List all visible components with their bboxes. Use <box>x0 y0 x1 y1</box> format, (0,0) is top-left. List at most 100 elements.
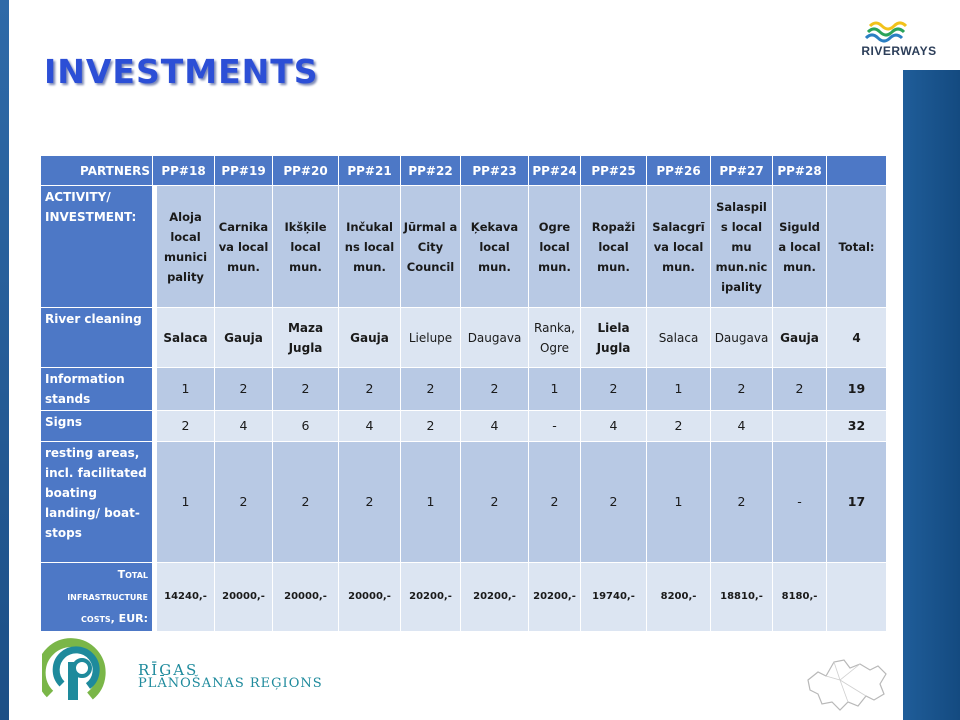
signs-cell: 4 <box>580 410 647 442</box>
info-cell: 2 <box>338 367 401 411</box>
river-cleaning-row: River cleaning Salaca Gauja Maza Jugla G… <box>40 307 887 368</box>
cost-cell: 20200,- <box>528 562 581 632</box>
rest-cell: 2 <box>528 441 581 563</box>
river-cell: Gauja <box>338 307 401 368</box>
signs-row: Signs 2 4 6 4 2 4 - 4 2 4 32 <box>40 410 887 442</box>
page-title: INVESTMENTS <box>44 52 319 91</box>
partner-header-cell: PP#28 <box>772 155 827 186</box>
signs-total-cell: 32 <box>826 410 887 442</box>
total-costs-row: Total infrastructure costs, EUR: 14240,-… <box>40 562 887 632</box>
signs-cell: 6 <box>272 410 339 442</box>
info-cell: 1 <box>646 367 711 411</box>
resting-areas-label: resting areas, incl. facilitated boating… <box>40 441 153 563</box>
river-cell: Ranka, Ogre <box>528 307 581 368</box>
river-cell: Daugava <box>460 307 529 368</box>
cost-cell: 20000,- <box>272 562 339 632</box>
rest-cell: 2 <box>338 441 401 563</box>
river-cell: Daugava <box>710 307 773 368</box>
signs-cell: 2 <box>156 410 215 442</box>
total-label-cell: Total: <box>826 185 887 308</box>
river-cleaning-label: River cleaning <box>40 307 153 368</box>
rpr-logo-icon <box>36 638 106 700</box>
partner-header-cell: PP#19 <box>214 155 273 186</box>
rest-cell: 2 <box>272 441 339 563</box>
info-cell: 2 <box>400 367 461 411</box>
riverways-logo-text: RIVERWAYS <box>861 44 937 58</box>
riverways-wave-icon <box>864 21 908 43</box>
activity-cell: Ķekava local mun. <box>460 185 529 308</box>
info-cell: 2 <box>272 367 339 411</box>
partner-header-cell: PP#20 <box>272 155 339 186</box>
river-cell: Gauja <box>772 307 827 368</box>
activity-cell: Ropaži local mun. <box>580 185 647 308</box>
activity-cell: Ikšķile local mun. <box>272 185 339 308</box>
cost-cell: 20000,- <box>338 562 401 632</box>
river-cell: Gauja <box>214 307 273 368</box>
right-accent-bar <box>903 70 960 720</box>
river-cell: Salaca <box>646 307 711 368</box>
info-cell: 2 <box>460 367 529 411</box>
activity-cell: Siguld a local mun. <box>772 185 827 308</box>
rest-cell: 1 <box>156 441 215 563</box>
partner-header-cell: PP#22 <box>400 155 461 186</box>
cost-cell: 14240,- <box>156 562 215 632</box>
cost-cell: 20000,- <box>214 562 273 632</box>
total-costs-label-suffix: , EUR: <box>110 612 148 625</box>
info-stands-row: Information stands 1 2 2 2 2 2 1 2 1 2 2… <box>40 367 887 411</box>
activity-cell: Salaspil s local mu mun.nic ipality <box>710 185 773 308</box>
partner-header-cell: PP#24 <box>528 155 581 186</box>
left-accent-bar <box>0 0 9 720</box>
info-cell: 2 <box>214 367 273 411</box>
cost-total-cell <box>826 562 887 632</box>
signs-cell: 4 <box>338 410 401 442</box>
signs-cell <box>772 410 827 442</box>
rest-cell: 2 <box>214 441 273 563</box>
river-cell: Liela Jugla <box>580 307 647 368</box>
total-costs-label-main: Total infrastructure costs <box>67 568 148 625</box>
rpr-logo-line1: RĪGAS <box>138 661 199 679</box>
river-total-cell: 4 <box>826 307 887 368</box>
activity-cell: Aloja local munici pality <box>156 185 215 308</box>
activity-cell: Ogre local mun. <box>528 185 581 308</box>
activity-cell: Carnika va local mun. <box>214 185 273 308</box>
partner-header-cell: PP#21 <box>338 155 401 186</box>
riverways-logo: RIVERWAYS <box>858 14 940 62</box>
partner-header-cell: PP#26 <box>646 155 711 186</box>
activity-cell: Inčukal ns local mun. <box>338 185 401 308</box>
partner-header-cell: PP#25 <box>580 155 647 186</box>
cost-cell: 18810,- <box>710 562 773 632</box>
river-cell: Salaca <box>156 307 215 368</box>
partner-header-cell: PP#23 <box>460 155 529 186</box>
region-map-outline-icon <box>807 659 887 711</box>
river-cell: Lielupe <box>400 307 461 368</box>
partner-header-cell: PP#18 <box>152 155 215 186</box>
signs-label: Signs <box>40 410 153 442</box>
info-cell: 2 <box>772 367 827 411</box>
signs-cell: 2 <box>646 410 711 442</box>
total-header-cell <box>826 155 887 186</box>
signs-cell: 4 <box>460 410 529 442</box>
rest-cell: 1 <box>646 441 711 563</box>
total-costs-label: Total infrastructure costs, EUR: <box>40 562 153 632</box>
info-cell: 2 <box>580 367 647 411</box>
partner-header-cell: PP#27 <box>710 155 773 186</box>
activity-cell: Salacgrī va local mun. <box>646 185 711 308</box>
rest-cell: - <box>772 441 827 563</box>
rest-total-cell: 17 <box>826 441 887 563</box>
signs-cell: 4 <box>214 410 273 442</box>
info-total-cell: 19 <box>826 367 887 411</box>
partners-header: PARTNERS <box>40 155 153 186</box>
activity-cell: Jūrmal a City Council <box>400 185 461 308</box>
investments-table: PARTNERS PP#18 PP#19 PP#20 PP#21 PP#22 P… <box>40 155 887 632</box>
rpr-logo <box>36 632 122 702</box>
activity-row: ACTIVITY/ INVESTMENT: Aloja local munici… <box>40 185 887 308</box>
cost-cell: 8180,- <box>772 562 827 632</box>
resting-areas-row: resting areas, incl. facilitated boating… <box>40 441 887 563</box>
signs-cell: 2 <box>400 410 461 442</box>
river-cell: Maza Jugla <box>272 307 339 368</box>
rpr-logo-text: RĪGAS PLĀNOŠANAS REĢIONS <box>138 663 323 691</box>
rest-cell: 1 <box>400 441 461 563</box>
cost-cell: 20200,- <box>400 562 461 632</box>
rest-cell: 2 <box>710 441 773 563</box>
rest-cell: 2 <box>460 441 529 563</box>
